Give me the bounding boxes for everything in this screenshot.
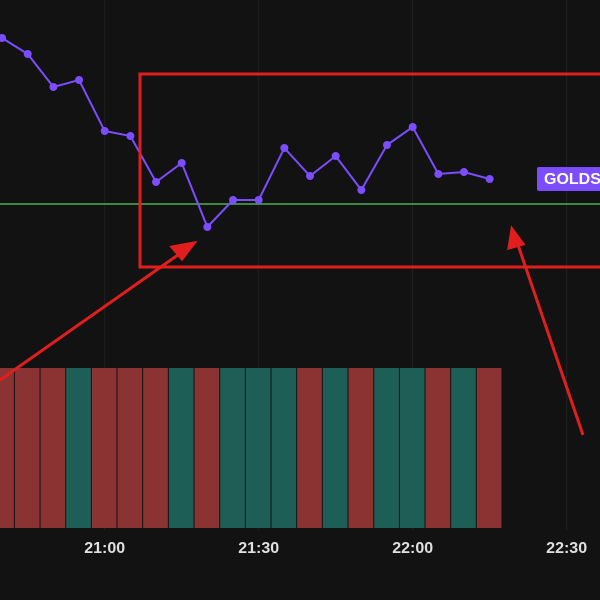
volume-bar [143,368,168,528]
point [331,152,340,160]
point [49,83,58,91]
volume-bar [117,368,143,528]
volume-bar [297,368,322,528]
point [306,172,315,180]
volume-bar [271,368,297,528]
arrow-head [169,240,198,262]
volume-bar [245,368,271,528]
x-tick-label: 21:30 [238,540,279,557]
volume-bar [14,368,40,528]
point [152,178,161,186]
volume-bar [399,368,425,528]
arrows [0,225,585,436]
point [23,50,32,58]
volume-bar [348,368,374,528]
point [254,196,263,204]
volume-bar [66,368,91,528]
point [75,76,84,84]
point [485,175,494,183]
arrow [0,248,186,382]
series-tag-label: GOLDS [544,171,600,188]
series-tag: GOLDS [537,167,600,191]
x-tick-label: 22:00 [392,540,433,557]
point [382,141,391,149]
point [408,123,417,131]
point [203,223,212,231]
series-tag-box [537,167,600,191]
volume-bar [322,368,348,528]
volume-bar [0,368,14,528]
point [126,132,135,140]
point [434,170,443,178]
volume-bar [220,368,245,528]
volume-bar [194,368,220,528]
point [280,144,289,152]
volume-bar [425,368,451,528]
x-axis: 21:00 21:30 22:00 22:30 [84,540,587,557]
point [177,159,186,167]
x-tick-label: 21:00 [84,540,125,557]
point [459,168,468,176]
volume-bar [374,368,399,528]
volume-bar [40,368,66,528]
volume-bar [451,368,476,528]
price-line [0,34,494,231]
point [100,127,109,135]
point [357,186,366,194]
volume-bars [0,368,502,528]
point [229,196,238,204]
arrow [515,241,585,436]
series-line [1,37,490,229]
point [0,34,7,42]
volume-bar [91,368,117,528]
volume-bar [476,368,502,528]
x-tick-label: 22:30 [546,540,587,557]
volume-bar [168,368,194,528]
highlight-box [138,72,600,269]
arrow-head [507,225,526,251]
